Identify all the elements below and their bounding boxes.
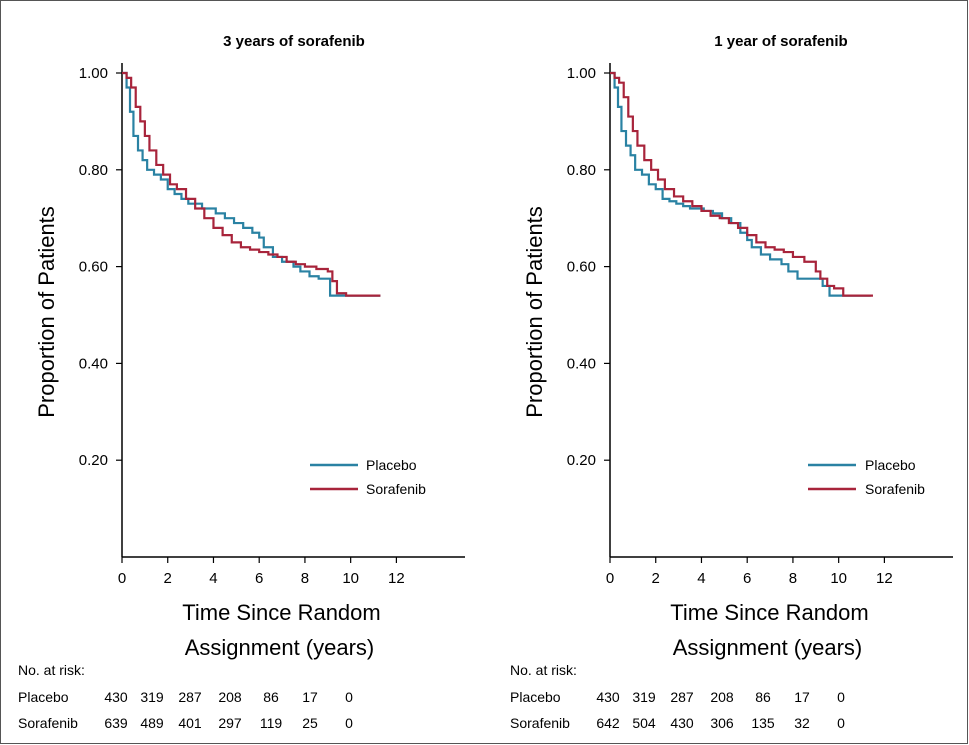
x-tick-label: 0: [118, 570, 126, 587]
risk-value: 25: [302, 715, 318, 731]
risk-value: 401: [178, 715, 202, 731]
risk-value: 208: [710, 689, 734, 705]
x-tick-label: 12: [876, 570, 893, 587]
risk-row-label: Sorafenib: [510, 715, 570, 731]
x-tick-label: 4: [209, 570, 217, 587]
x-tick-label: 4: [697, 570, 705, 587]
risk-row-label: Placebo: [18, 689, 69, 705]
y-tick-label: 0.60: [567, 259, 596, 276]
y-tick-label: 0.60: [79, 259, 108, 276]
x-tick-label: 10: [342, 570, 359, 587]
risk-value: 86: [755, 689, 771, 705]
risk-value: 119: [260, 715, 283, 731]
risk-value: 489: [140, 715, 164, 731]
y-tick-label: 0.20: [79, 452, 108, 469]
y-tick-label: 0.40: [567, 355, 596, 372]
series-line-sorafenib: [610, 71, 873, 297]
y-tick-label: 0.20: [567, 452, 596, 469]
risk-value: 319: [632, 689, 656, 705]
chart-title: 1 year of sorafenib: [714, 33, 847, 50]
risk-value: 17: [794, 689, 810, 705]
risk-value: 504: [632, 715, 656, 731]
risk-value: 306: [710, 715, 734, 731]
risk-value: 135: [751, 715, 775, 731]
risk-value: 208: [218, 689, 242, 705]
y-tick-label: 0.80: [567, 162, 596, 179]
risk-value: 639: [104, 715, 128, 731]
risk-value: 0: [837, 715, 845, 731]
y-tick-label: 1.00: [567, 65, 596, 82]
x-axis-label-line2: Assignment (years): [673, 635, 863, 660]
x-tick-label: 6: [743, 570, 751, 587]
risk-value: 0: [345, 715, 353, 731]
y-axis-label: Proportion of Patients: [34, 206, 59, 418]
legend-label-placebo: Placebo: [865, 457, 916, 473]
chart-title: 3 years of sorafenib: [223, 33, 365, 50]
risk-value: 287: [178, 689, 202, 705]
risk-value: 0: [345, 689, 353, 705]
x-axis-label-line2: Assignment (years): [185, 635, 375, 660]
risk-value: 430: [596, 689, 620, 705]
x-tick-label: 2: [652, 570, 660, 587]
y-tick-label: 0.40: [79, 355, 108, 372]
x-tick-label: 8: [789, 570, 797, 587]
y-axis-label: Proportion of Patients: [522, 206, 547, 418]
x-tick-label: 10: [830, 570, 847, 587]
legend-label-sorafenib: Sorafenib: [865, 481, 925, 497]
risk-table-header: No. at risk:: [18, 662, 85, 678]
risk-value: 32: [794, 715, 810, 731]
x-tick-label: 12: [388, 570, 405, 587]
y-tick-label: 1.00: [79, 65, 108, 82]
risk-value: 17: [302, 689, 318, 705]
risk-value: 319: [140, 689, 164, 705]
risk-table-header: No. at risk:: [510, 662, 577, 678]
y-tick-label: 0.80: [79, 162, 108, 179]
x-tick-label: 2: [164, 570, 172, 587]
x-axis-label-line1: Time Since Random: [670, 600, 868, 625]
x-tick-label: 8: [301, 570, 309, 587]
risk-row-label: Sorafenib: [18, 715, 78, 731]
risk-value: 287: [670, 689, 694, 705]
risk-value: 0: [837, 689, 845, 705]
risk-value: 430: [670, 715, 694, 731]
series-line-placebo: [122, 71, 381, 297]
risk-value: 430: [104, 689, 128, 705]
series-line-placebo: [610, 71, 871, 297]
legend-label-sorafenib: Sorafenib: [366, 481, 426, 497]
risk-value: 642: [596, 715, 620, 731]
series-line-sorafenib: [122, 71, 381, 297]
legend-label-placebo: Placebo: [366, 457, 417, 473]
risk-value: 297: [218, 715, 242, 731]
x-tick-label: 6: [255, 570, 263, 587]
risk-value: 86: [263, 689, 279, 705]
x-tick-label: 0: [606, 570, 614, 587]
x-axis-label-line1: Time Since Random: [182, 600, 380, 625]
risk-row-label: Placebo: [510, 689, 561, 705]
